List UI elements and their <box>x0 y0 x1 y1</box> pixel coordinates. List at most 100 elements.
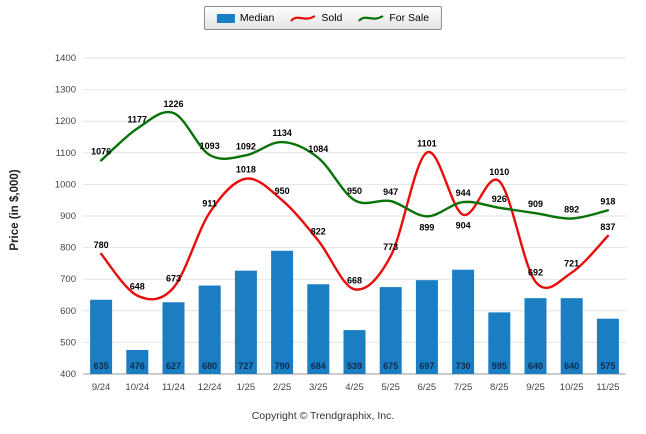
svg-text:1092: 1092 <box>236 141 256 151</box>
legend-swatch-median <box>216 13 235 23</box>
sold-line <box>99 151 610 301</box>
svg-text:1100: 1100 <box>56 148 76 159</box>
svg-text:668: 668 <box>347 275 362 285</box>
svg-text:899: 899 <box>419 222 434 232</box>
svg-text:1134: 1134 <box>272 128 292 138</box>
svg-text:1018: 1018 <box>236 165 256 175</box>
svg-text:730: 730 <box>456 361 471 371</box>
svg-text:892: 892 <box>564 205 579 215</box>
svg-text:1000: 1000 <box>55 179 76 190</box>
for-sale-labels: 1076 1177 1226 1093 1092 1134 1084 950 947 899 944… <box>91 99 615 232</box>
svg-text:6/25: 6/25 <box>418 382 437 393</box>
svg-text:800: 800 <box>60 243 76 254</box>
legend-item-median: Median <box>216 12 275 24</box>
legend-label-median: Median <box>239 12 275 24</box>
svg-text:635: 635 <box>94 361 109 371</box>
svg-text:947: 947 <box>383 187 398 197</box>
bar <box>271 250 294 374</box>
sold-labels: 780 648 673 911 1018 950 822 668 773 1101 904 1010 6… <box>94 138 616 291</box>
svg-text:675: 675 <box>383 361 398 371</box>
svg-text:680: 680 <box>202 361 217 371</box>
bar <box>524 298 547 374</box>
svg-text:790: 790 <box>275 361 290 371</box>
svg-text:900: 900 <box>60 211 76 222</box>
svg-text:539: 539 <box>347 361 362 371</box>
bar <box>162 302 185 374</box>
svg-text:5/25: 5/25 <box>381 382 400 393</box>
svg-text:822: 822 <box>311 227 326 237</box>
svg-text:9/24: 9/24 <box>92 382 111 393</box>
bar <box>90 299 113 374</box>
svg-text:837: 837 <box>600 222 615 232</box>
svg-text:476: 476 <box>130 361 145 371</box>
svg-text:640: 640 <box>564 361 579 371</box>
svg-text:7/25: 7/25 <box>454 382 473 393</box>
x-axis-labels: 9/24 10/24 11/24 12/24 1/25 2/25 3/25 4/25 5/25 6… <box>92 382 620 393</box>
svg-text:918: 918 <box>600 196 615 206</box>
for-sale-line <box>99 110 610 220</box>
bar <box>307 284 330 374</box>
svg-text:595: 595 <box>492 361 507 371</box>
svg-text:1226: 1226 <box>163 99 183 109</box>
legend: Median Sold For Sale <box>203 6 443 30</box>
svg-text:648: 648 <box>130 282 145 292</box>
svg-text:12/24: 12/24 <box>198 382 222 393</box>
svg-text:2/25: 2/25 <box>273 382 292 393</box>
svg-text:911: 911 <box>202 199 217 209</box>
legend-swatch-sold <box>290 15 316 22</box>
svg-text:3/25: 3/25 <box>309 382 328 393</box>
svg-text:1010: 1010 <box>489 167 509 177</box>
svg-text:1101: 1101 <box>417 138 437 148</box>
svg-text:640: 640 <box>528 361 543 371</box>
svg-text:1076: 1076 <box>91 146 111 156</box>
svg-text:8/25: 8/25 <box>490 382 509 393</box>
bar <box>596 318 619 374</box>
bar <box>343 330 366 374</box>
y-axis-labels: 400 500 600 700 800 900 1000 1100 1200 1300 1400 <box>55 53 76 380</box>
svg-text:950: 950 <box>275 186 290 196</box>
svg-text:1084: 1084 <box>308 144 328 154</box>
svg-text:627: 627 <box>166 361 181 371</box>
svg-text:575: 575 <box>600 361 615 371</box>
svg-text:11/25: 11/25 <box>596 382 619 393</box>
legend-swatch-for-sale <box>358 15 384 22</box>
svg-text:950: 950 <box>347 186 362 196</box>
svg-text:909: 909 <box>528 199 543 209</box>
svg-text:1/25: 1/25 <box>237 382 256 393</box>
svg-text:9/25: 9/25 <box>526 382 545 393</box>
svg-text:4/25: 4/25 <box>345 382 364 393</box>
combo-chart: 400 500 600 700 800 900 1000 1100 1200 1300 1400 9/… <box>55 53 626 393</box>
svg-text:944: 944 <box>456 188 471 198</box>
svg-text:1177: 1177 <box>128 114 148 124</box>
svg-text:926: 926 <box>492 194 507 204</box>
svg-text:600: 600 <box>60 306 76 317</box>
svg-text:700: 700 <box>60 274 76 285</box>
svg-text:727: 727 <box>238 361 253 371</box>
svg-text:10/25: 10/25 <box>560 382 584 393</box>
copyright-text: Copyright © Trendgraphix, Inc. <box>251 410 395 422</box>
bar <box>560 298 583 374</box>
svg-text:400: 400 <box>60 369 76 380</box>
legend-label-sold: Sold <box>321 12 343 24</box>
bar <box>198 285 221 374</box>
svg-text:11/24: 11/24 <box>162 382 185 393</box>
svg-text:673: 673 <box>166 274 181 284</box>
svg-text:773: 773 <box>383 242 398 252</box>
bar <box>415 280 438 374</box>
legend-item-for-sale: For Sale <box>358 12 429 24</box>
svg-text:697: 697 <box>419 361 434 371</box>
legend-label-for-sale: For Sale <box>389 12 430 24</box>
y-axis-title: Price (in $,000) <box>9 169 21 251</box>
bar <box>452 269 475 374</box>
bar <box>126 349 149 374</box>
bar <box>234 270 257 374</box>
svg-text:684: 684 <box>311 361 326 371</box>
svg-text:1300: 1300 <box>55 85 76 96</box>
bar <box>488 312 511 374</box>
svg-text:780: 780 <box>94 240 109 250</box>
svg-text:500: 500 <box>60 337 76 348</box>
legend-item-sold: Sold <box>290 12 342 24</box>
svg-text:904: 904 <box>456 221 471 231</box>
svg-text:1200: 1200 <box>55 116 76 127</box>
